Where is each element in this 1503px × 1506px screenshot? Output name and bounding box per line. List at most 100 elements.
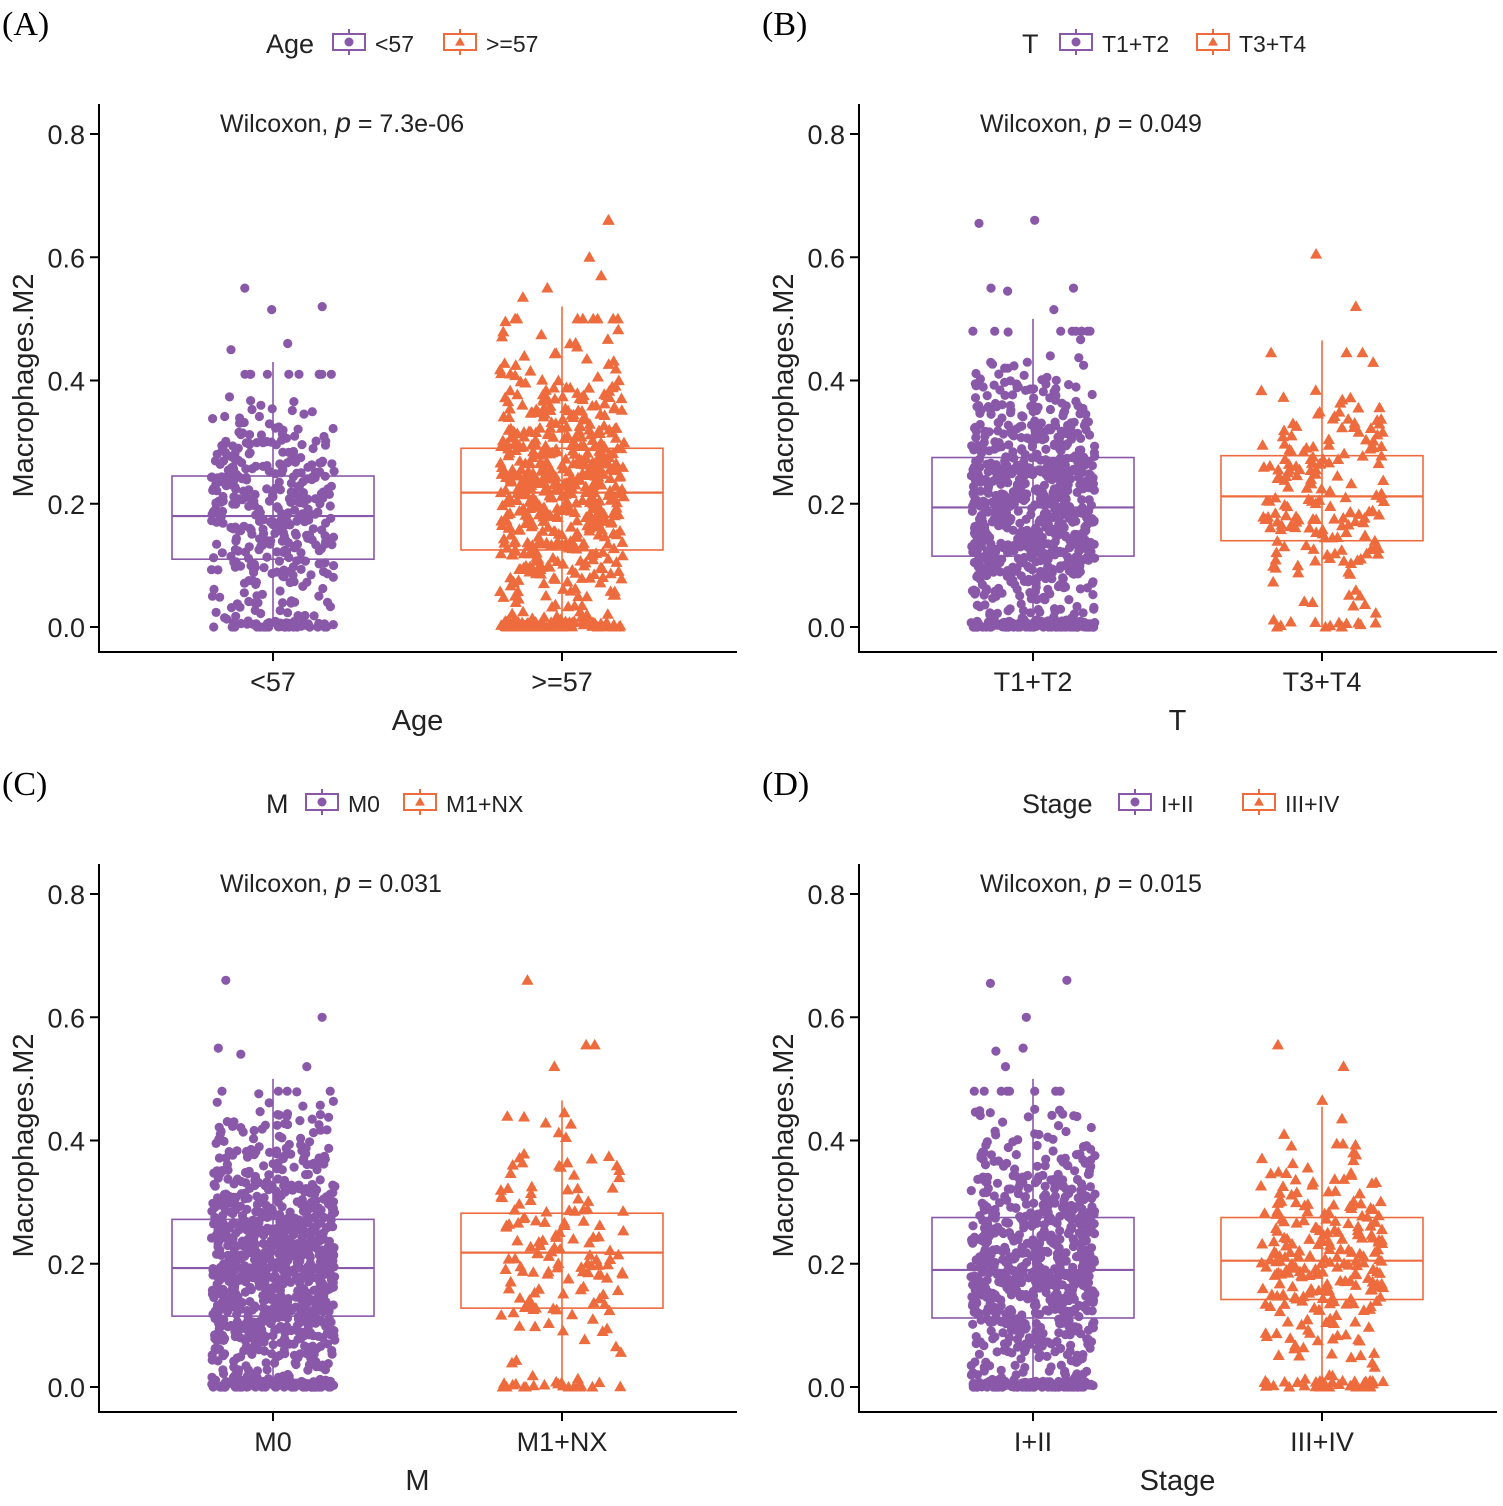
data-point	[1372, 457, 1385, 469]
data-point	[569, 478, 582, 490]
data-point	[1048, 542, 1058, 552]
data-point	[271, 1263, 281, 1273]
data-point	[1349, 1279, 1362, 1290]
data-point	[1006, 1202, 1016, 1212]
data-point	[548, 347, 561, 359]
data-point	[268, 1340, 278, 1350]
data-point	[280, 1377, 290, 1387]
data-point	[528, 437, 541, 449]
data-point	[1090, 441, 1100, 451]
data-point	[1364, 442, 1377, 454]
data-point	[1035, 1322, 1046, 1332]
data-point	[206, 1233, 217, 1243]
data-point	[532, 406, 545, 418]
data-point	[1088, 1297, 1098, 1307]
data-point	[1347, 1297, 1360, 1309]
data-point	[259, 529, 269, 539]
data-point	[996, 1365, 1006, 1375]
data-point	[1030, 1178, 1040, 1188]
data-point	[1368, 1347, 1381, 1358]
data-point	[1003, 420, 1013, 430]
data-point	[1077, 495, 1087, 505]
data-point	[979, 1366, 989, 1376]
data-point	[980, 521, 990, 532]
data-point	[1272, 463, 1285, 475]
data-point	[1067, 1224, 1077, 1234]
data-point	[973, 441, 983, 451]
data-point	[1273, 1277, 1286, 1289]
data-point	[1273, 1305, 1286, 1317]
data-point	[287, 1240, 297, 1250]
data-point	[215, 1344, 225, 1354]
stat-p-value: = 0.049	[1111, 110, 1202, 138]
data-point	[1062, 453, 1072, 463]
data-point	[265, 1180, 275, 1190]
data-point	[976, 1255, 986, 1265]
data-point	[535, 457, 548, 469]
data-point	[1339, 491, 1352, 503]
data-point	[513, 1320, 526, 1331]
box	[460, 1212, 664, 1309]
data-point	[497, 410, 510, 422]
data-point	[608, 585, 621, 597]
data-point	[1058, 1109, 1068, 1119]
data-point	[498, 357, 511, 368]
data-point	[502, 1252, 515, 1264]
data-point	[1339, 1275, 1352, 1287]
data-point	[1351, 1224, 1364, 1236]
data-point	[1313, 494, 1326, 505]
data-point	[1042, 1246, 1052, 1256]
data-point	[1023, 1112, 1033, 1122]
data-point	[1289, 1173, 1302, 1185]
data-point	[1359, 598, 1372, 610]
outlier-point	[1271, 1038, 1284, 1050]
data-point	[234, 1225, 244, 1235]
data-point	[1303, 1269, 1316, 1280]
data-point	[1306, 450, 1320, 462]
data-point	[542, 462, 555, 473]
data-point	[262, 1305, 272, 1315]
data-point	[284, 369, 294, 379]
data-point	[1078, 1183, 1088, 1193]
data-point	[1054, 510, 1064, 520]
data-point	[254, 1142, 264, 1152]
data-point	[1044, 1366, 1054, 1376]
data-point	[594, 576, 607, 588]
data-point	[303, 1169, 313, 1179]
data-point	[300, 610, 310, 621]
data-point	[299, 498, 309, 508]
data-point	[243, 1382, 253, 1392]
data-point	[967, 1235, 977, 1245]
data-point	[1315, 1257, 1328, 1269]
data-point	[589, 511, 602, 522]
data-point	[1028, 545, 1039, 555]
data-point	[503, 402, 516, 414]
data-point	[282, 1111, 292, 1121]
y-tick-label: 0.2	[807, 1250, 845, 1280]
data-point	[262, 369, 272, 379]
data-point	[325, 1086, 335, 1096]
data-point	[999, 1345, 1009, 1355]
data-point	[575, 458, 588, 469]
data-point	[572, 425, 586, 436]
data-point	[515, 463, 528, 474]
data-point	[295, 1349, 305, 1359]
data-point	[567, 411, 580, 422]
data-point	[262, 619, 272, 629]
data-point	[275, 1286, 285, 1296]
outlier-point	[985, 978, 995, 988]
data-point	[509, 369, 522, 381]
data-point	[1369, 607, 1382, 618]
data-point	[241, 438, 251, 448]
data-point	[314, 546, 324, 556]
data-point	[293, 482, 303, 492]
data-point	[1075, 1149, 1085, 1159]
data-point	[1300, 482, 1313, 493]
data-point	[1330, 1137, 1343, 1149]
data-point	[262, 552, 272, 562]
data-point	[1349, 515, 1362, 527]
data-point	[1256, 1282, 1269, 1294]
data-point	[538, 1378, 551, 1390]
data-point	[1374, 1291, 1387, 1302]
data-point	[513, 1291, 526, 1303]
